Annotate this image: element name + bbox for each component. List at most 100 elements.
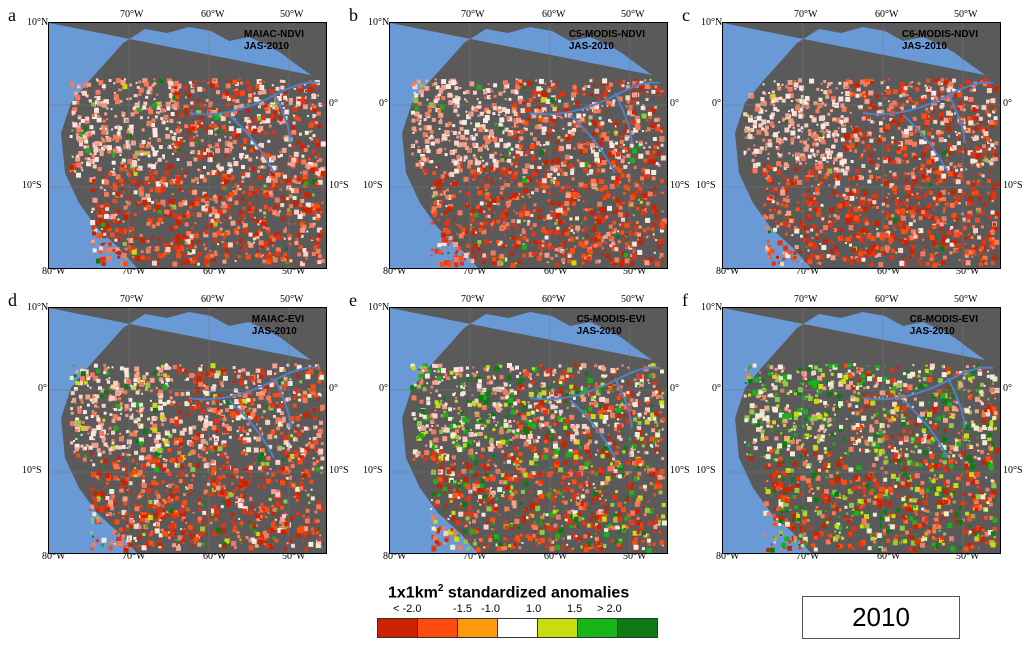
lat-label-10s-right: 10°S xyxy=(329,465,349,476)
lon-label-top: 60°W xyxy=(201,9,225,20)
map-panel-f: f 10°N 70°W 60°W 50°W 80°W 70°W 60°W 50°W 0° 0° 10°… xyxy=(674,290,1023,562)
lat-label-10s-left: 10°S xyxy=(22,180,42,191)
lat-label-10s-right: 10°S xyxy=(329,180,349,191)
map-panel-d: d 10°N 70°W 60°W 50°W 80°W 70°W 60°W 50°W 0° 0° 10°… xyxy=(0,290,349,562)
anomaly-pixels xyxy=(743,78,1000,268)
lon-label-top: 70°W xyxy=(120,9,144,20)
legend-swatch xyxy=(498,619,538,637)
map-title-period: JAS-2010 xyxy=(909,326,955,337)
map-svg xyxy=(723,23,1000,268)
map-title-product: MAIAC-EVI xyxy=(251,314,304,325)
map-svg xyxy=(49,308,326,553)
lon-label-bottom: 60°W xyxy=(203,266,227,277)
lon-label-bottom: 60°W xyxy=(877,266,901,277)
map-panel-c: c 10°N 70°W 60°W 50°W 80°W 70°W 60°W 50°W 0° 0° 10°… xyxy=(674,5,1023,277)
lat-label-10s-left: 10°S xyxy=(363,180,383,191)
lon-label-bottom: 70°W xyxy=(122,266,146,277)
map-title-period: JAS-2010 xyxy=(244,41,290,52)
legend-tick: -1.5 xyxy=(453,603,472,615)
lon-label-top: 50°W xyxy=(954,294,978,305)
legend-tick: < -2.0 xyxy=(393,603,422,615)
map-panel-b: b 10°N 70°W 60°W 50°W 80°W 70°W 60°W 50°W 0° 0° 10°… xyxy=(341,5,690,277)
lat-label-10s-right: 10°S xyxy=(670,465,690,476)
map-title-period: JAS-2010 xyxy=(901,41,947,52)
legend-tick: 1.0 xyxy=(526,603,542,615)
lon-label-top: 50°W xyxy=(280,9,304,20)
legend-tick: -1.0 xyxy=(481,603,500,615)
lat-label-0-right: 0° xyxy=(1003,98,1012,109)
lat-label-0-right: 0° xyxy=(670,98,679,109)
legend-swatch xyxy=(578,619,618,637)
map-svg xyxy=(723,308,1000,553)
map-title-period: JAS-2010 xyxy=(251,326,297,337)
lon-label-top: 60°W xyxy=(201,294,225,305)
map-title-product: C5-MODIS-EVI xyxy=(576,314,645,325)
lon-label-bottom: 60°W xyxy=(544,551,568,562)
lat-label-0-right: 0° xyxy=(329,383,338,394)
lon-label-top: 70°W xyxy=(461,9,485,20)
lat-label-0-left: 0° xyxy=(712,98,721,109)
map-title-product: C6-MODIS-EVI xyxy=(909,314,978,325)
river-lines xyxy=(862,366,994,459)
lon-label-top: 60°W xyxy=(875,9,899,20)
lon-label-bottom: 80°W xyxy=(383,551,407,562)
lon-label-bottom: 70°W xyxy=(463,551,487,562)
lon-label-top: 50°W xyxy=(621,294,645,305)
anomaly-pixels xyxy=(69,363,325,553)
graticule xyxy=(723,23,1000,268)
anomaly-pixels xyxy=(410,78,667,268)
lon-label-top: 70°W xyxy=(120,294,144,305)
map-svg xyxy=(49,23,326,268)
lat-label-10n: 10°N xyxy=(27,302,49,313)
legend-tick-labels: < -2.0 -1.5 -1.0 1.0 1.5 > 2.0 xyxy=(375,603,665,617)
map-title: C5-MODIS-NDVI JAS-2010 xyxy=(569,29,645,53)
lon-label-bottom: 50°W xyxy=(623,551,647,562)
lon-label-bottom: 60°W xyxy=(877,551,901,562)
lon-label-top: 60°W xyxy=(542,294,566,305)
lat-label-10n: 10°N xyxy=(701,302,723,313)
lat-label-10s-left: 10°S xyxy=(696,180,716,191)
lon-label-bottom: 80°W xyxy=(716,551,740,562)
lon-label-top: 60°W xyxy=(542,9,566,20)
lat-label-10n: 10°N xyxy=(27,17,49,28)
lon-label-top: 70°W xyxy=(794,294,818,305)
legend-swatch xyxy=(378,619,418,637)
map-title: C6-MODIS-NDVI JAS-2010 xyxy=(902,29,978,53)
lat-label-10s-left: 10°S xyxy=(363,465,383,476)
lon-label-bottom: 80°W xyxy=(42,266,66,277)
legend-swatch xyxy=(618,619,657,637)
panel-letter: c xyxy=(682,5,690,25)
lat-label-0-right: 0° xyxy=(329,98,338,109)
map-title-period: JAS-2010 xyxy=(568,41,614,52)
lon-label-top: 50°W xyxy=(280,294,304,305)
lon-label-top: 50°W xyxy=(954,9,978,20)
legend-tick: > 2.0 xyxy=(597,603,622,615)
panel-letter: e xyxy=(349,290,357,310)
legend-color-bar xyxy=(377,618,658,638)
lon-label-bottom: 60°W xyxy=(203,551,227,562)
map-area: C6-MODIS-NDVI JAS-2010 xyxy=(722,22,1001,269)
lat-label-0-right: 0° xyxy=(670,383,679,394)
lon-label-bottom: 50°W xyxy=(956,266,980,277)
legend-title: 1x1km2 standardized anomalies xyxy=(388,583,630,602)
map-area: MAIAC-NDVI JAS-2010 xyxy=(48,22,327,269)
panel-letter: f xyxy=(682,290,688,310)
legend-swatch xyxy=(458,619,498,637)
river-lines xyxy=(188,81,320,174)
lat-label-0-left: 0° xyxy=(38,383,47,394)
map-area: C5-MODIS-EVI JAS-2010 xyxy=(389,307,668,554)
map-title: MAIAC-NDVI JAS-2010 xyxy=(244,29,304,53)
graticule xyxy=(390,308,667,553)
map-panel-e: e 10°N 70°W 60°W 50°W 80°W 70°W 60°W 50°W 0° 0° 10°… xyxy=(341,290,690,562)
map-area: C5-MODIS-NDVI JAS-2010 xyxy=(389,22,668,269)
graticule xyxy=(49,23,326,268)
lon-label-top: 70°W xyxy=(461,294,485,305)
lon-label-bottom: 80°W xyxy=(716,266,740,277)
map-title-product: MAIAC-NDVI xyxy=(244,29,304,40)
graticule xyxy=(723,308,1000,553)
lon-label-bottom: 70°W xyxy=(122,551,146,562)
legend-tick: 1.5 xyxy=(567,603,583,615)
lat-label-10s-right: 10°S xyxy=(1003,465,1023,476)
lat-label-0-left: 0° xyxy=(379,383,388,394)
lon-label-top: 60°W xyxy=(875,294,899,305)
